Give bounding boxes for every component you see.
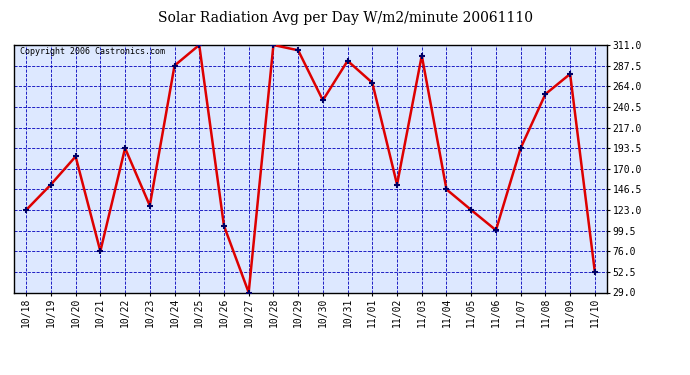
Text: Solar Radiation Avg per Day W/m2/minute 20061110: Solar Radiation Avg per Day W/m2/minute …	[157, 11, 533, 25]
Text: Copyright 2006 Castronics.com: Copyright 2006 Castronics.com	[20, 48, 165, 57]
